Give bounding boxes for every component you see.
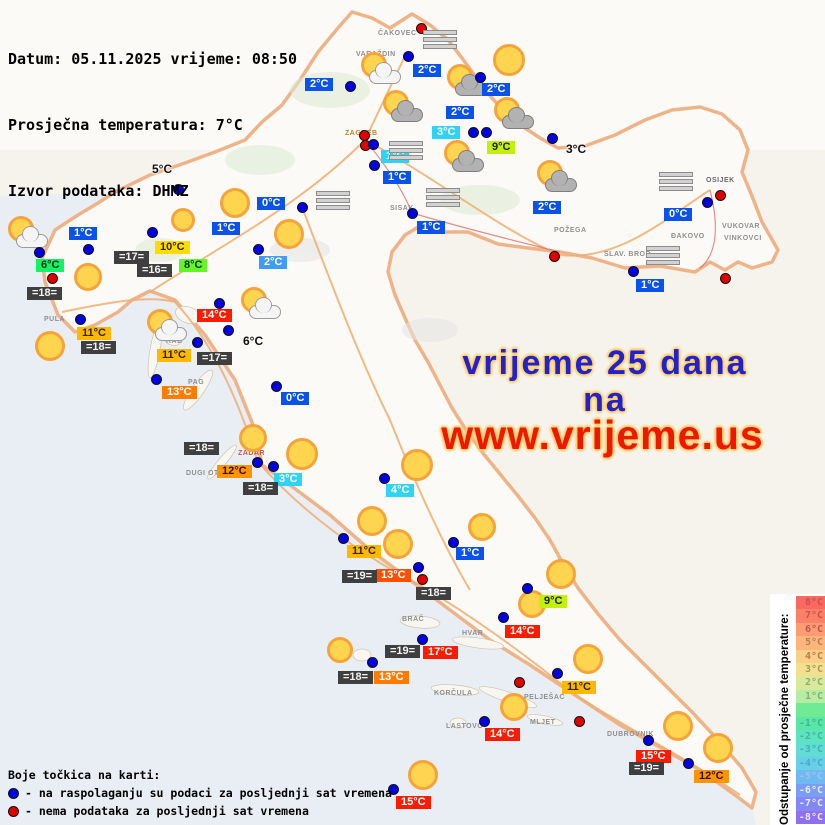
header-source: Izvor podataka: DHMZ [8,182,189,200]
scale-band: -7°C [796,797,825,811]
legend-item-available: - na raspolaganju su podaci za posljednj… [8,784,392,802]
map-header: Datum: 05.11.2025 vrijeme: 08:50 Prosječ… [8,4,297,246]
scale-band [796,703,825,717]
scale-band: 5°C [796,636,825,650]
header-avg-temp: Prosječna temperatura: 7°C [8,116,243,134]
legend-item-label: - nema podataka za posljednji sat vremen… [25,804,309,818]
color-scale-bands: 8°C 7°C 6°C 5°C 4°C 3°C 2°C 1°C -1°C -2°C -3°C -4°C… [796,596,825,824]
scale-band: -4°C [796,756,825,771]
scale-band: -3°C [796,743,825,757]
watermark-url[interactable]: www.vrijeme.us [441,412,764,458]
red-dot-icon [8,805,19,817]
legend-item-label: - na raspolaganju su podaci za posljednj… [25,786,392,800]
scale-band: -6°C [796,783,825,798]
scale-band: 8°C [796,596,825,610]
color-scale-title: Odstupanje od prosječne temperature: [779,613,791,825]
watermark-line1: vrijeme 25 dana [462,344,748,382]
dot-legend: Boje točkica na karti: - na raspolaganju… [8,766,392,820]
scale-band: -5°C [796,770,825,784]
legend-item-missing: - nema podataka za posljednji sat vremen… [8,802,392,820]
blue-dot-icon [8,787,19,799]
scale-band: 7°C [796,609,825,623]
scale-band: 4°C [796,649,825,664]
scale-band: 1°C [796,689,825,704]
legend-title: Boje točkica na karti: [8,768,161,782]
scale-band: -8°C [796,810,825,824]
scale-band: 6°C [796,622,825,637]
scale-band: 3°C [796,663,825,677]
header-date: Datum: 05.11.2025 vrijeme: 08:50 [8,50,297,68]
scale-band: -2°C [796,730,825,744]
color-scale: Odstupanje od prosječne temperature: 8°C… [770,594,825,825]
scale-band: -1°C [796,716,825,731]
scale-band: 2°C [796,676,825,690]
watermark-line2: na [583,381,627,419]
